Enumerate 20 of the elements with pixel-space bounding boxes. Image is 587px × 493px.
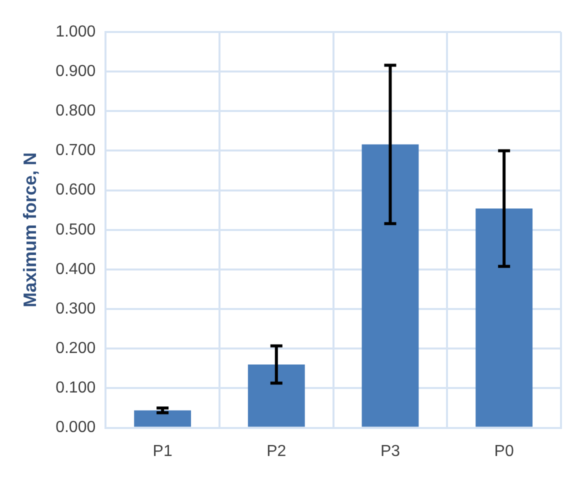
x-tick-label: P1	[152, 442, 172, 460]
y-tick-label: 0.100	[56, 380, 96, 397]
y-tick-label: 0.400	[56, 260, 96, 278]
y-tick-label: 0.700	[56, 142, 96, 160]
bar	[248, 364, 305, 427]
x-tick-label: P3	[380, 442, 400, 460]
y-tick-label: 1.000	[56, 23, 96, 40]
y-tick-label: 0.000	[56, 419, 96, 436]
y-tick-label: 0.600	[56, 182, 96, 199]
bar	[362, 144, 419, 427]
x-tick-label: P2	[266, 442, 286, 460]
y-tick-label: 0.800	[56, 102, 96, 120]
bar	[476, 208, 533, 427]
y-axis-title: Maximum force, N	[20, 152, 40, 308]
y-tick-label: 0.200	[56, 340, 96, 358]
y-tick-label: 0.900	[56, 62, 96, 80]
y-tick-label: 0.300	[56, 300, 96, 318]
x-tick-label: P0	[494, 442, 514, 460]
bar	[134, 410, 192, 427]
y-tick-label: 0.500	[56, 221, 96, 238]
